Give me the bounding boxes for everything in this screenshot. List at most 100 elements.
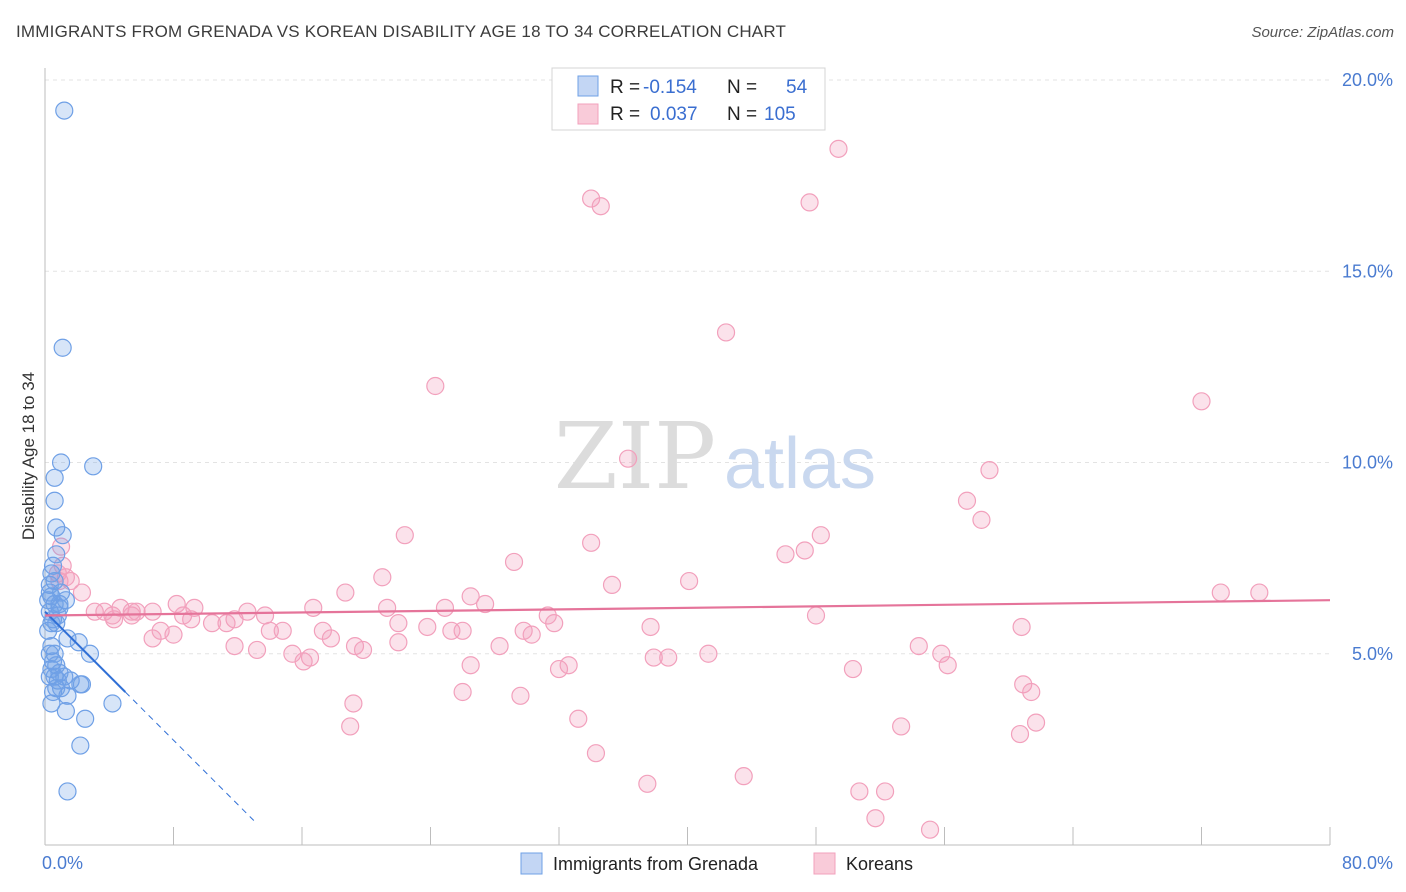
point-koreans [641, 617, 660, 637]
point-koreans [602, 575, 622, 595]
point-koreans [644, 648, 663, 667]
series-legend-label-grenada: Immigrants from Grenada [553, 854, 759, 874]
point-koreans [549, 659, 569, 679]
axes [44, 68, 1331, 846]
point-grenada [58, 782, 77, 801]
point-koreans [559, 656, 578, 675]
y-tick-label: 5.0% [1352, 644, 1393, 664]
point-koreans [300, 648, 320, 667]
point-koreans [304, 598, 323, 617]
point-koreans [957, 491, 977, 510]
point-koreans [202, 614, 222, 633]
point-koreans [1010, 724, 1030, 744]
point-grenada [53, 338, 72, 357]
point-koreans [321, 629, 341, 648]
point-koreans [716, 323, 736, 342]
point-koreans [1250, 583, 1269, 602]
series-legend-label-koreans: Koreans [846, 854, 913, 874]
point-koreans [182, 610, 201, 629]
y-tick-label: 20.0% [1342, 70, 1393, 90]
point-koreans [586, 744, 606, 763]
point-koreans [167, 594, 186, 614]
grid-lines [45, 79, 1330, 655]
watermark-atlas: atlas [724, 424, 876, 504]
point-koreans [461, 656, 480, 675]
legend-r-value-2: 0.037 [650, 104, 698, 125]
trend-line-grenada-extension [124, 691, 255, 821]
series-grenada [39, 101, 122, 801]
legend-r-value-1: -0.154 [643, 77, 697, 98]
point-koreans [850, 782, 869, 801]
x-tick-label-min: 0.0% [42, 853, 83, 873]
point-koreans [461, 587, 480, 606]
point-koreans [255, 606, 275, 625]
point-koreans [875, 782, 895, 801]
point-koreans [734, 767, 753, 786]
series-koreans [48, 139, 1269, 839]
point-koreans [811, 526, 830, 545]
point-koreans [545, 614, 564, 633]
point-koreans [72, 583, 92, 602]
legend-swatch-grenada [577, 75, 599, 97]
point-koreans [776, 545, 795, 564]
point-grenada [56, 591, 75, 610]
point-grenada [45, 468, 64, 487]
point-koreans [1012, 617, 1031, 637]
point-grenada [42, 636, 61, 656]
point-grenada [39, 621, 58, 640]
point-koreans [638, 774, 657, 793]
point-grenada [43, 682, 63, 702]
point-koreans [389, 633, 408, 652]
point-koreans [800, 193, 819, 212]
point-koreans [980, 461, 999, 480]
point-koreans [1026, 713, 1046, 732]
point-koreans [1192, 392, 1211, 411]
point-koreans [582, 189, 601, 208]
point-koreans [892, 717, 911, 736]
point-grenada [84, 457, 103, 476]
x-tick-label-max: 80.0% [1342, 853, 1393, 873]
watermark-zip: ZIP [554, 403, 716, 510]
point-grenada [53, 526, 72, 545]
legend-n-value-1: 54 [786, 77, 808, 98]
point-grenada [76, 709, 95, 728]
point-grenada [72, 675, 92, 694]
point-koreans [795, 541, 814, 560]
point-koreans [341, 717, 360, 736]
y-tick-label: 10.0% [1342, 453, 1393, 473]
source-note: Source: ZipAtlas.com [1251, 24, 1394, 41]
point-koreans [344, 694, 363, 713]
point-grenada [45, 491, 64, 510]
point-koreans [806, 606, 826, 625]
point-koreans [680, 571, 699, 591]
point-koreans [699, 644, 718, 663]
point-koreans [389, 614, 408, 633]
point-koreans [453, 621, 472, 640]
point-koreans [476, 594, 495, 614]
point-grenada [47, 545, 66, 564]
point-koreans [247, 640, 267, 660]
point-koreans [932, 644, 951, 663]
trend-lines [44, 599, 1331, 821]
point-koreans [418, 617, 437, 637]
point-grenada [80, 644, 100, 663]
y-tick-label: 15.0% [1342, 261, 1393, 281]
legend-r-label-1: R = [610, 77, 640, 98]
point-koreans [866, 809, 885, 828]
legend-n-label-1: N = [727, 77, 757, 98]
point-koreans [395, 526, 414, 545]
point-koreans [225, 636, 244, 656]
legend-swatch-koreans [577, 103, 599, 125]
point-koreans [164, 625, 183, 644]
point-koreans [582, 533, 601, 552]
series-legend-swatch-koreans [813, 852, 836, 875]
trend-line-grenada [44, 610, 127, 693]
point-koreans [972, 510, 991, 529]
point-grenada [58, 686, 77, 705]
point-koreans [122, 602, 141, 621]
legend-r-label-2: R = [610, 104, 640, 125]
point-grenada [51, 453, 71, 472]
point-grenada [56, 702, 75, 721]
tick-labels: 5.0% 10.0% 15.0% 20.0% 0.0% 80.0% [42, 70, 1393, 873]
point-koreans [938, 656, 957, 675]
